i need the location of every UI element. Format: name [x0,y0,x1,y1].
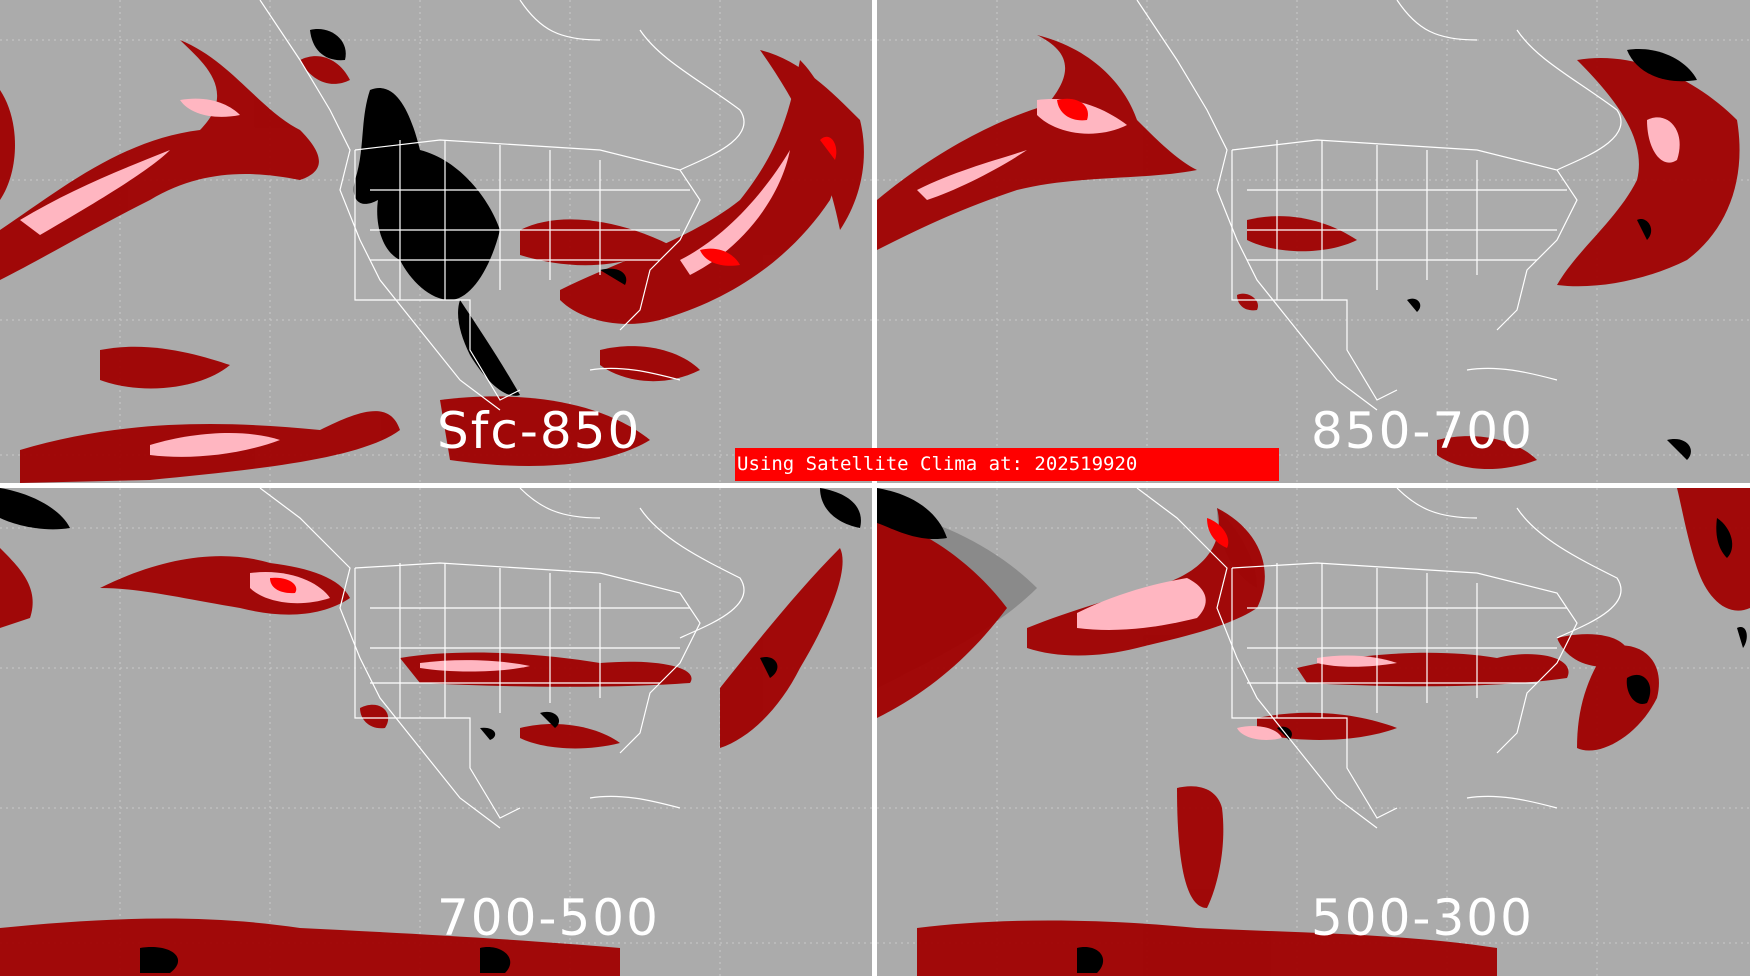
layer-label-850-700: 850-700 [1311,402,1534,460]
moisture-bright-red [1207,518,1229,548]
moisture-bright-red [270,577,297,594]
no-data-black [877,488,1747,973]
panel-850-700: 850-700 [877,0,1750,483]
map-500-300 [877,488,1750,976]
layer-label-500-300: 500-300 [1311,889,1534,947]
no-data-black [1407,49,1697,460]
layer-label-700-500: 700-500 [437,889,660,947]
state-outlines [259,488,745,829]
state-outlines [1136,488,1622,829]
map-850-700 [877,0,1750,483]
satellite-clima-banner: Using Satellite Clima at: 202519920 [735,448,1279,481]
panel-sfc-850: Sfc-850 [0,0,872,483]
map-700-500 [0,488,872,976]
panel-divider-horizontal [0,483,1750,488]
moisture-dark-red [0,40,864,483]
panel-500-300: 500-300 [877,488,1750,976]
moisture-dark-red [0,548,843,976]
panel-divider-vertical [872,0,877,976]
moisture-dark-red [877,35,1740,470]
moisture-bright-red [700,136,837,266]
layer-label-sfc-850: Sfc-850 [437,402,642,460]
panel-700-500: 700-500 [0,488,872,976]
no-data-black [310,29,627,396]
moisture-pink [20,98,790,457]
moisture-bright-red [1057,98,1088,121]
map-sfc-850 [0,0,872,483]
state-outlines [1136,0,1622,411]
state-outlines [259,0,745,411]
no-data-black [0,488,861,973]
